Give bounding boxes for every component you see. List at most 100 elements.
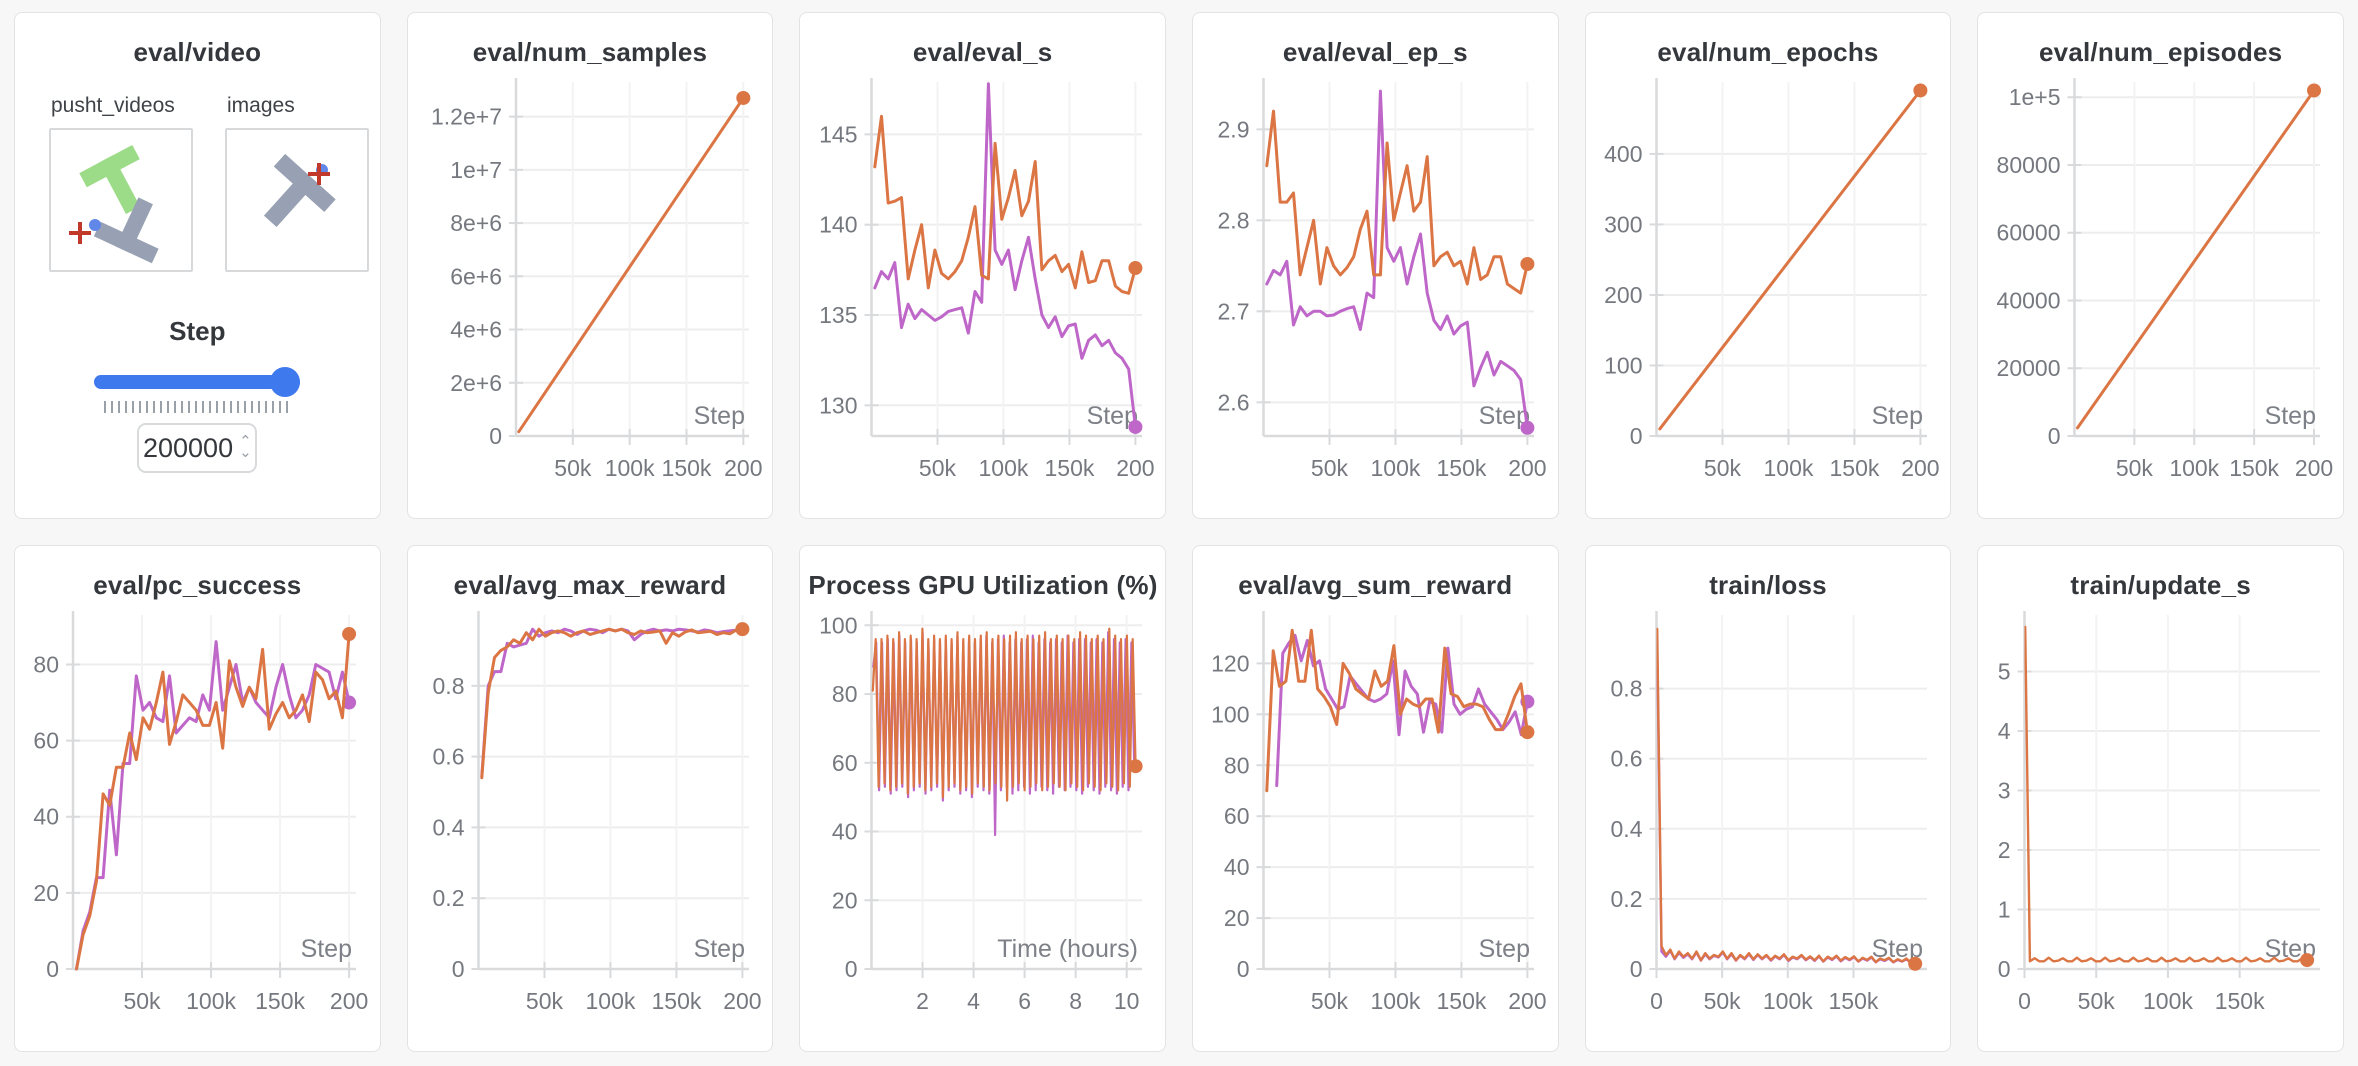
svg-text:50k: 50k	[1704, 455, 1742, 481]
panel-eval-num-samples: eval/num_samples 0 2e+6 4e+6 6e+6 8e+6 1e+7 1.…	[406, 12, 774, 519]
media-pusht-videos: pusht_videos	[49, 94, 193, 272]
media-row: pusht_videos	[49, 94, 380, 272]
svg-text:Step: Step	[1872, 402, 1923, 430]
svg-text:0: 0	[489, 423, 502, 449]
svg-text:50k: 50k	[2115, 455, 2153, 481]
spinner-up-icon[interactable]: ⌃	[239, 433, 252, 450]
svg-text:Step: Step	[301, 935, 352, 963]
svg-text:4: 4	[967, 988, 980, 1014]
svg-text:20000: 20000	[1996, 355, 2060, 381]
svg-text:0: 0	[844, 956, 857, 982]
svg-text:0.4: 0.4	[1611, 816, 1643, 842]
svg-text:100k: 100k	[1371, 455, 1421, 481]
svg-text:100k: 100k	[1763, 988, 1813, 1014]
svg-text:300: 300	[1604, 211, 1642, 237]
svg-text:0: 0	[1630, 423, 1643, 449]
svg-text:150k: 150k	[1437, 455, 1487, 481]
svg-text:100k: 100k	[2169, 455, 2219, 481]
svg-text:150k: 150k	[1437, 988, 1487, 1014]
panel-train-loss: train/loss 0 0.2 0.4 0.6 0.8 0 50k 100k 150k Step	[1584, 545, 1952, 1052]
svg-text:0.8: 0.8	[433, 673, 465, 699]
svg-text:80000: 80000	[1996, 152, 2060, 178]
panel-eval-avg-max-reward: eval/avg_max_reward 0 0.2 0.4 0.6 0.8 50k 100k…	[406, 545, 774, 1052]
svg-text:100k: 100k	[186, 988, 236, 1014]
svg-text:0.4: 0.4	[433, 814, 465, 840]
chart-eval-avg-max-reward[interactable]: 0 0.2 0.4 0.6 0.8 50k 100k 150k 200 Step	[413, 601, 767, 1033]
svg-text:200: 200	[1901, 455, 1939, 481]
svg-text:2.8: 2.8	[1218, 207, 1250, 233]
chart-eval-num-episodes[interactable]: 0 20000 40000 60000 80000 1e+5 50k 100k 150k 200 S…	[1984, 68, 2338, 500]
panel-title: eval/pc_success	[93, 570, 302, 600]
svg-text:40000: 40000	[1996, 287, 2060, 313]
panel-title: eval/num_samples	[472, 37, 708, 67]
svg-text:50k: 50k	[554, 455, 592, 481]
svg-text:0: 0	[1237, 956, 1250, 982]
svg-text:Step: Step	[694, 402, 745, 430]
step-number-input[interactable]: 200000 ⌃ ⌄	[137, 423, 258, 473]
media-label: pusht_videos	[51, 94, 175, 117]
svg-text:0: 0	[2018, 988, 2031, 1014]
svg-text:4e+6: 4e+6	[450, 317, 502, 343]
chart-gpu-utilization[interactable]: 0 20 40 60 80 100 2 4 6 8 10 Time (hours)	[806, 601, 1160, 1033]
svg-text:100: 100	[819, 612, 857, 638]
svg-text:200: 200	[1509, 455, 1547, 481]
gray-tee-shape	[93, 197, 159, 264]
pusht-video-thumbnail[interactable]	[49, 128, 193, 272]
svg-text:150k: 150k	[1044, 455, 1094, 481]
images-thumbnail[interactable]	[225, 128, 369, 272]
agent-dot	[89, 219, 101, 231]
svg-text:2: 2	[1997, 837, 2010, 863]
svg-text:0.6: 0.6	[1611, 746, 1643, 772]
svg-text:60: 60	[34, 728, 60, 754]
step-slider-ticks	[104, 401, 291, 413]
svg-text:80: 80	[832, 681, 858, 707]
svg-text:150k: 150k	[662, 455, 712, 481]
svg-text:50k: 50k	[1311, 455, 1349, 481]
spinner-down-icon[interactable]: ⌄	[239, 444, 252, 461]
svg-text:3: 3	[1997, 778, 2010, 804]
svg-text:150k: 150k	[2229, 455, 2279, 481]
chart-eval-num-samples[interactable]: 0 2e+6 4e+6 6e+6 8e+6 1e+7 1.2e+7 50k 100k 150k 20…	[413, 68, 767, 500]
svg-text:2.6: 2.6	[1218, 389, 1250, 415]
svg-text:50k: 50k	[919, 455, 957, 481]
svg-text:100k: 100k	[2143, 988, 2193, 1014]
panel-train-update-s: train/update_s 0 1 2 3 4 5 0 50k 100k 150k Step	[1977, 545, 2344, 1052]
svg-text:200: 200	[724, 455, 762, 481]
svg-text:150k: 150k	[1829, 455, 1879, 481]
svg-text:150k: 150k	[2214, 988, 2264, 1014]
svg-text:200: 200	[1116, 455, 1154, 481]
svg-text:100: 100	[1211, 701, 1249, 727]
step-value: 200000	[142, 432, 234, 463]
svg-text:2e+6: 2e+6	[450, 370, 502, 396]
svg-text:1.2e+7: 1.2e+7	[431, 104, 502, 130]
svg-text:60000: 60000	[1996, 220, 2060, 246]
svg-text:50k: 50k	[2077, 988, 2115, 1014]
svg-text:135: 135	[819, 302, 857, 328]
step-slider-label: Step	[169, 316, 226, 346]
chart-eval-num-epochs[interactable]: 0 100 200 300 400 50k 100k 150k 200 Step	[1591, 68, 1945, 500]
svg-text:100k: 100k	[605, 455, 655, 481]
chart-eval-pc-success[interactable]: 0 20 40 60 80 50k 100k 150k 200 Step	[20, 601, 374, 1033]
svg-text:50k: 50k	[1704, 988, 1742, 1014]
svg-text:10: 10	[1114, 988, 1140, 1014]
panel-title: train/update_s	[2070, 570, 2251, 600]
step-slider-track[interactable]	[94, 375, 301, 389]
chart-eval-avg-sum-reward[interactable]: 0 20 40 60 80 100 120 50k 100k 150k 200 Step	[1198, 601, 1552, 1033]
gray-tee-shape	[263, 153, 336, 227]
svg-text:140: 140	[819, 212, 857, 238]
green-tee-shape	[79, 144, 141, 215]
svg-text:400: 400	[1604, 141, 1642, 167]
svg-text:2.7: 2.7	[1218, 298, 1250, 324]
svg-text:0: 0	[47, 956, 60, 982]
svg-text:Time (hours): Time (hours)	[997, 935, 1138, 963]
svg-text:1e+7: 1e+7	[450, 157, 502, 183]
step-slider-thumb[interactable]	[270, 367, 301, 397]
panel-title: eval/video	[133, 37, 262, 67]
panel-eval-eval-ep-s: eval/eval_ep_s 2.6 2.7 2.8 2.9 50k 100k 150k 20…	[1191, 12, 1559, 519]
panel-eval-eval-s: eval/eval_s 130 135 140 145 50k 100k 150k 200 St…	[799, 12, 1166, 519]
